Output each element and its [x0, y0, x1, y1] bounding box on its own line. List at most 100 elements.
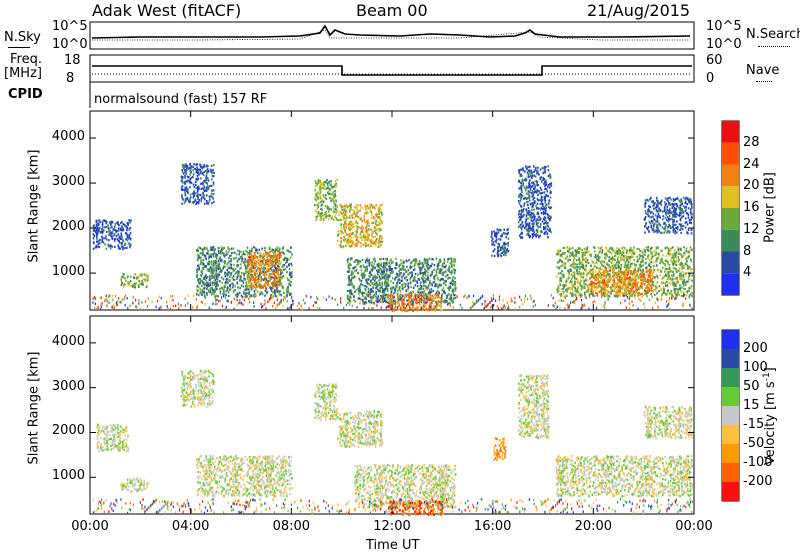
data-cell	[395, 273, 398, 276]
data-cell	[625, 251, 628, 254]
data-cell	[95, 219, 98, 222]
data-cell	[364, 236, 367, 239]
data-cell	[435, 295, 437, 298]
data-cell	[348, 233, 350, 236]
data-cell	[532, 222, 534, 225]
data-cell	[392, 281, 395, 285]
data-cell	[214, 290, 216, 293]
data-cell	[534, 184, 537, 187]
data-cell	[433, 263, 436, 267]
data-cell	[114, 245, 116, 248]
data-cell	[544, 204, 547, 207]
data-cell	[349, 232, 351, 235]
data-cell	[268, 262, 270, 265]
data-cell	[544, 232, 546, 235]
data-cell	[427, 287, 430, 290]
data-cell	[349, 295, 351, 298]
data-cell	[203, 165, 206, 168]
data-cell	[366, 267, 369, 271]
data-cell	[672, 270, 674, 273]
data-cell	[325, 216, 327, 219]
data-cell	[597, 285, 600, 288]
data-cell	[263, 257, 265, 260]
data-cell	[547, 216, 549, 219]
data-cell	[547, 225, 550, 228]
data-cell	[429, 291, 432, 294]
data-cell	[398, 308, 400, 311]
data-cell	[641, 254, 644, 258]
data-cell	[589, 290, 592, 293]
data-cell	[269, 258, 271, 261]
data-cell	[246, 246, 249, 249]
data-cell	[609, 266, 611, 269]
data-cell	[427, 294, 430, 298]
data-cell	[287, 249, 289, 252]
data-cell	[373, 258, 375, 261]
data-cell	[495, 238, 498, 242]
data-cell	[380, 244, 382, 247]
data-cell	[441, 265, 444, 268]
data-cell	[374, 260, 377, 263]
data-cell	[520, 236, 522, 239]
data-cell	[108, 239, 110, 242]
data-cell	[206, 182, 208, 185]
data-cell	[212, 255, 215, 258]
data-cell	[380, 262, 383, 265]
data-cell	[366, 265, 368, 268]
data-cell	[430, 290, 433, 293]
data-cell	[230, 271, 233, 274]
data-cell	[272, 284, 274, 287]
data-cell	[230, 273, 232, 276]
data-cell	[343, 217, 345, 220]
data-cell	[125, 279, 127, 282]
data-cell	[320, 204, 323, 207]
data-cell	[381, 281, 384, 284]
data-cell	[277, 257, 280, 260]
data-cell	[389, 293, 392, 296]
data-cell	[503, 247, 505, 250]
data-cell	[183, 167, 185, 170]
data-cell	[669, 248, 672, 251]
data-cell	[529, 236, 531, 239]
data-cell	[661, 266, 664, 269]
data-cell	[247, 285, 250, 288]
data-cell	[563, 284, 565, 287]
data-cell	[394, 278, 396, 281]
data-cell	[245, 267, 247, 270]
data-cell	[258, 271, 261, 274]
data-cell	[372, 231, 374, 234]
data-cell	[351, 293, 353, 296]
data-cell	[359, 236, 361, 239]
data-cell	[685, 257, 687, 261]
data-cell	[108, 230, 110, 233]
data-cell	[256, 280, 259, 283]
data-cell	[414, 262, 417, 265]
data-cell	[392, 270, 394, 273]
data-cell	[258, 266, 260, 269]
data-cell	[208, 270, 211, 273]
data-cell	[450, 296, 452, 300]
data-cell	[660, 282, 663, 285]
data-cell	[328, 193, 330, 196]
data-cell	[379, 216, 381, 219]
data-cell	[210, 293, 213, 296]
data-cell	[399, 272, 401, 275]
data-cell	[556, 251, 559, 254]
data-cell	[355, 233, 358, 236]
data-cell	[536, 222, 538, 225]
data-cell	[213, 267, 215, 270]
data-cell	[443, 266, 446, 269]
data-cell	[247, 261, 249, 264]
data-cell	[219, 287, 221, 291]
data-cell	[532, 212, 534, 215]
data-cell	[364, 205, 367, 208]
data-cell	[368, 224, 370, 227]
data-cell	[574, 281, 576, 284]
data-cell	[532, 198, 534, 201]
data-cell	[626, 249, 629, 252]
data-cell	[634, 264, 636, 267]
data-cell	[431, 294, 434, 297]
data-cell	[270, 260, 273, 263]
data-cell	[213, 281, 216, 284]
data-cell	[282, 265, 284, 268]
